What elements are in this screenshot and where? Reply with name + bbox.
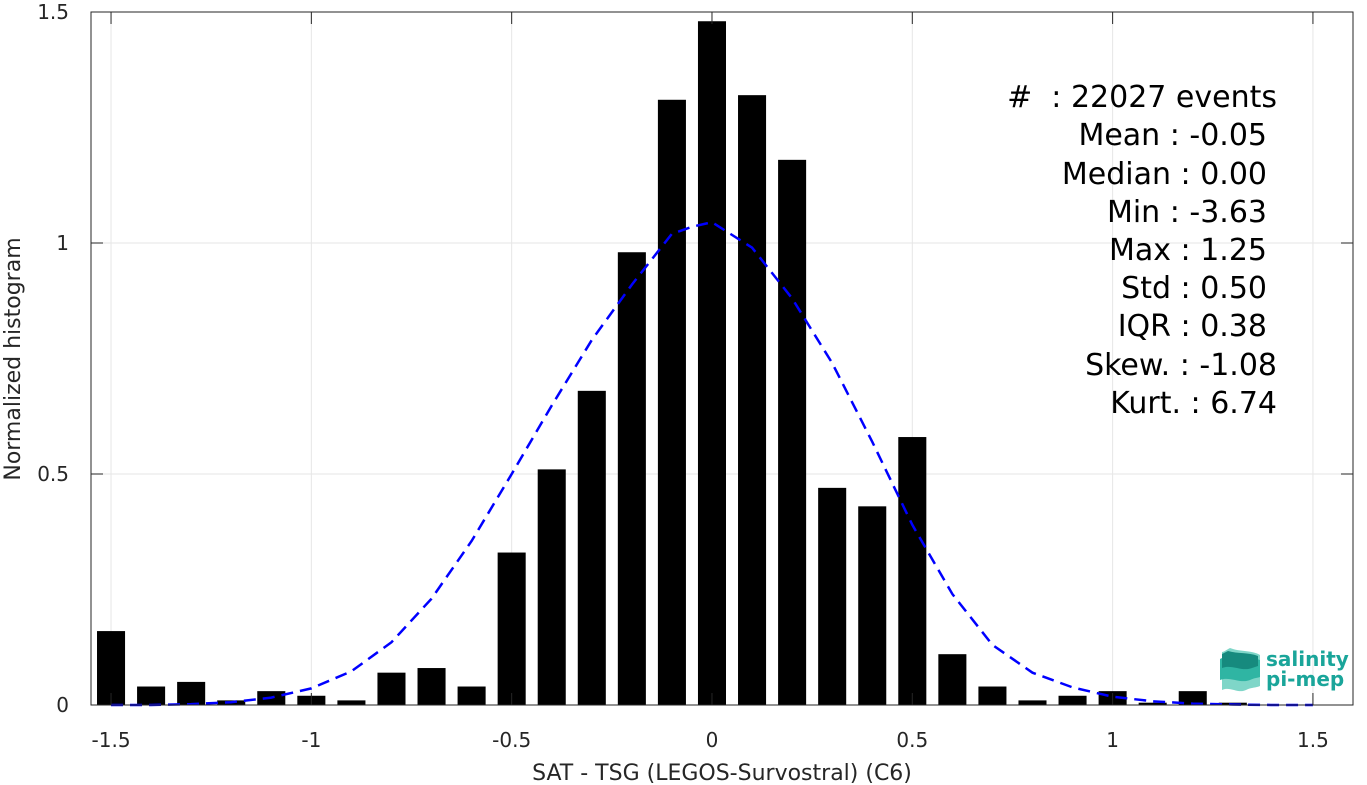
stats-std: Std : 0.50	[1121, 271, 1267, 306]
x-tick-label-6: 1.5	[1297, 728, 1329, 752]
x-tick-label-4: 0.5	[896, 728, 928, 752]
histogram-bar-14	[657, 99, 686, 705]
stats-skew: Skew. : -1.08	[1085, 348, 1277, 383]
stats-max: Max : 1.25	[1109, 233, 1267, 268]
stats-mean: Mean : -0.05	[1078, 118, 1267, 153]
salinity-pimep-logo: salinity pi-mep	[1220, 647, 1349, 692]
histogram-bar-2	[177, 681, 206, 705]
x-axis-label: SAT - TSG (LEGOS-Survostral) (C6)	[532, 761, 912, 785]
stats-iqr: IQR : 0.38	[1118, 309, 1267, 344]
histogram-bar-1	[137, 686, 166, 705]
histogram-bar-24	[1058, 695, 1087, 705]
fit-curve-layer	[111, 220, 1313, 707]
histogram-bar-12	[577, 390, 606, 705]
histogram-bar-0	[97, 631, 126, 705]
y-axis-label: Normalized histogram	[1, 237, 26, 480]
y-tick-label-1: 0.5	[37, 462, 69, 486]
histogram-bar-21	[938, 654, 967, 705]
histogram-bar-19	[858, 506, 887, 705]
histogram-bar-6	[337, 700, 366, 705]
logo-text-line1: salinity	[1266, 647, 1349, 671]
stats-median: Median : 0.00	[1062, 157, 1267, 192]
axes-box	[90, 11, 1354, 706]
histogram-bar-20	[898, 437, 927, 705]
logo-text-line2: pi-mep	[1266, 667, 1344, 691]
histogram-bar-11	[537, 469, 566, 705]
histogram-bar-27	[1178, 691, 1207, 705]
stats-kurt: Kurt. : 6.74	[1110, 386, 1277, 421]
x-tick-label-0: -1.5	[92, 728, 131, 752]
y-tick-label-2: 1	[56, 231, 69, 255]
x-tick-label-5: 1	[1106, 728, 1119, 752]
logo-waves-icon	[1220, 648, 1260, 692]
histogram-bar-18	[818, 487, 847, 705]
axes	[90, 11, 1354, 706]
stats-events: # : 22027 events	[1007, 80, 1277, 115]
x-tick-label-3: 0	[706, 728, 719, 752]
histogram-bar-13	[617, 252, 646, 706]
x-tick-label-1: -1	[301, 728, 321, 752]
histogram-bar-9	[457, 686, 486, 705]
histogram-bars	[97, 21, 1247, 706]
histogram-bar-10	[497, 552, 526, 705]
histogram-bar-23	[1018, 700, 1047, 705]
tick-labels: -1.5 -1 -0.5 0 0.5 1 1.5 0 0.5 1 1.5	[37, 0, 1329, 752]
stats-min: Min : -3.63	[1107, 195, 1267, 230]
histogram-bar-8	[417, 668, 446, 705]
y-tick-label-3: 1.5	[37, 0, 69, 24]
histogram-bar-15	[697, 21, 727, 706]
normal-fit-curve	[111, 220, 1313, 707]
histogram-bar-26	[1138, 702, 1167, 705]
histogram-bar-16	[738, 95, 767, 705]
histogram-bar-22	[978, 686, 1007, 705]
y-tick-label-0: 0	[56, 693, 69, 717]
histogram-bar-7	[377, 672, 406, 705]
stats-annotation: # : 22027 events Mean : -0.05 Median : 0…	[1007, 80, 1277, 421]
x-tick-label-2: -0.5	[492, 728, 531, 752]
histogram-bar-17	[778, 159, 807, 706]
